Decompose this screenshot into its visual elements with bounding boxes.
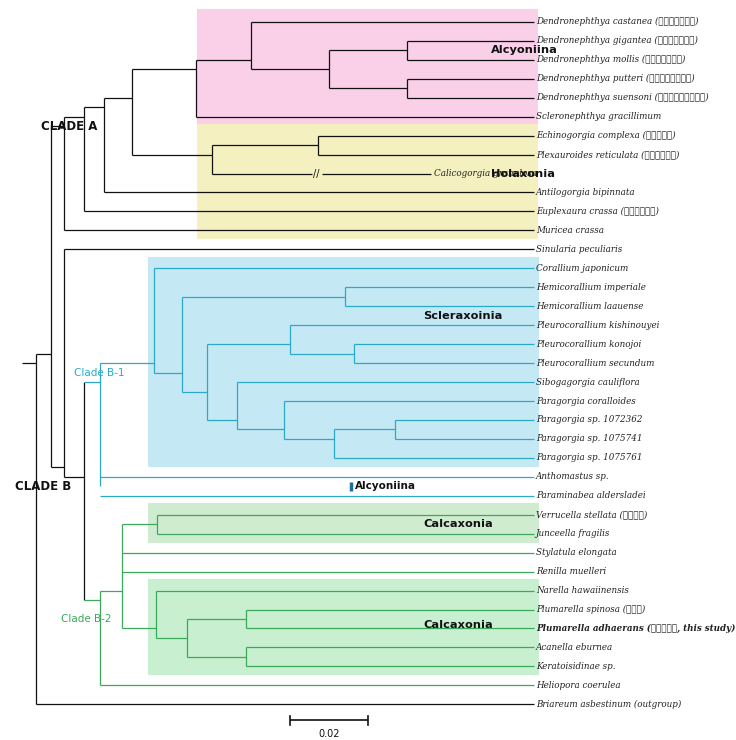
- Text: Dendronephthya gigantea (큰수지릨드라미): Dendronephthya gigantea (큰수지릨드라미): [536, 36, 698, 45]
- Text: Muricea crassa: Muricea crassa: [536, 226, 604, 235]
- Text: Calcaxonia: Calcaxonia: [423, 619, 493, 630]
- Text: Plumarella spinosa (깃산호): Plumarella spinosa (깃산호): [536, 605, 645, 614]
- Text: Echinogorgia complexa (죽엽시산호): Echinogorgia complexa (죽엽시산호): [536, 131, 676, 140]
- Text: Calicogorgia granulosa: Calicogorgia granulosa: [434, 169, 537, 178]
- Text: Verrucella stellata (별록산호): Verrucella stellata (별록산호): [536, 511, 647, 519]
- Text: Alcyoniina: Alcyoniina: [355, 481, 416, 491]
- Text: Paraminabea aldersladei: Paraminabea aldersladei: [536, 491, 645, 500]
- Text: Scleronephthya gracillimum: Scleronephthya gracillimum: [536, 112, 661, 121]
- Text: Clade B-2: Clade B-2: [61, 614, 112, 624]
- Text: CLADE A: CLADE A: [41, 120, 98, 132]
- Text: Stylatula elongata: Stylatula elongata: [536, 548, 617, 557]
- Text: Calcaxonia: Calcaxonia: [423, 519, 493, 529]
- Text: Pleurocorallium konojoi: Pleurocorallium konojoi: [536, 340, 641, 349]
- Text: Scleraxoinia: Scleraxoinia: [423, 311, 503, 320]
- FancyBboxPatch shape: [149, 257, 539, 467]
- Text: Hemicorallium laauense: Hemicorallium laauense: [536, 302, 643, 311]
- Text: Junceella fragilis: Junceella fragilis: [536, 529, 610, 538]
- FancyBboxPatch shape: [197, 9, 538, 126]
- Text: Anthomastus sp.: Anthomastus sp.: [536, 472, 609, 481]
- Text: Alcyoniina: Alcyoniina: [491, 45, 558, 56]
- Text: CLADE B: CLADE B: [15, 480, 71, 493]
- Text: Antilogorgia bipinnata: Antilogorgia bipinnata: [536, 188, 635, 197]
- Text: Pleurocorallium kishinouyei: Pleurocorallium kishinouyei: [536, 320, 659, 330]
- Text: Narella hawaiinensis: Narella hawaiinensis: [536, 586, 629, 595]
- FancyBboxPatch shape: [197, 124, 538, 239]
- Text: Keratoisidinae sp.: Keratoisidinae sp.: [536, 662, 615, 671]
- Text: Sibogagorgia cauliflora: Sibogagorgia cauliflora: [536, 377, 640, 386]
- Text: Clade B-1: Clade B-1: [74, 368, 124, 377]
- Text: Dendronephthya mollis (연수지릨드라미): Dendronephthya mollis (연수지릨드라미): [536, 56, 685, 64]
- Text: Sinularia peculiaris: Sinularia peculiaris: [536, 245, 622, 254]
- Text: Acanella eburnea: Acanella eburnea: [536, 643, 613, 652]
- Text: Holaxonia: Holaxonia: [491, 169, 555, 178]
- Text: Dendronephthya suensoni (검붉은수지릨드라미): Dendronephthya suensoni (검붉은수지릨드라미): [536, 93, 709, 102]
- Text: Plexauroides reticulata (망상엽시산호): Plexauroides reticulata (망상엽시산호): [536, 150, 679, 159]
- Text: //: //: [314, 169, 320, 178]
- Text: Dendronephthya putteri (자색수지릨드라미): Dendronephthya putteri (자색수지릨드라미): [536, 74, 695, 84]
- Text: Dendronephthya castanea (밤수지릨드라미): Dendronephthya castanea (밤수지릨드라미): [536, 17, 698, 27]
- Text: Plumarella adhaerans (착생깃산호, this study): Plumarella adhaerans (착생깃산호, this study): [536, 624, 735, 633]
- Text: Paragorgia sp. 1072362: Paragorgia sp. 1072362: [536, 415, 643, 425]
- Text: Paragorgia sp. 1075761: Paragorgia sp. 1075761: [536, 454, 643, 462]
- Text: Paragorgia coralloides: Paragorgia coralloides: [536, 397, 636, 406]
- Text: Renilla muelleri: Renilla muelleri: [536, 567, 606, 576]
- Text: Briareum asbestinum (outgroup): Briareum asbestinum (outgroup): [536, 700, 681, 709]
- Text: Pleurocorallium secundum: Pleurocorallium secundum: [536, 359, 654, 368]
- FancyBboxPatch shape: [149, 579, 539, 675]
- Text: Euplexaura crassa (둔한진홍산호): Euplexaura crassa (둔한진홍산호): [536, 207, 659, 216]
- Text: Paragorgia sp. 1075741: Paragorgia sp. 1075741: [536, 434, 643, 443]
- FancyBboxPatch shape: [149, 503, 539, 542]
- Text: Heliopora coerulea: Heliopora coerulea: [536, 681, 620, 690]
- Text: Hemicorallium imperiale: Hemicorallium imperiale: [536, 283, 645, 292]
- Text: Corallium japonicum: Corallium japonicum: [536, 264, 628, 273]
- Text: 0.02: 0.02: [318, 729, 339, 739]
